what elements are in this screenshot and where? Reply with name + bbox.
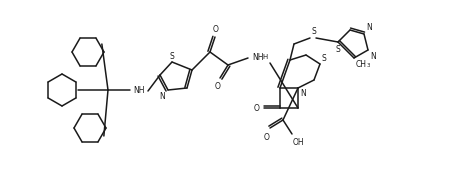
Text: O: O [215, 82, 221, 91]
Text: CH: CH [356, 60, 367, 69]
Text: O: O [213, 25, 219, 34]
Text: N: N [159, 92, 165, 101]
Text: N: N [300, 89, 306, 98]
Text: N: N [370, 52, 376, 61]
Text: N: N [366, 23, 372, 32]
Text: O: O [253, 103, 259, 112]
Text: O: O [264, 133, 270, 142]
Text: S: S [336, 45, 340, 54]
Text: S: S [312, 27, 317, 36]
Text: H: H [263, 54, 268, 60]
Text: 3: 3 [367, 63, 370, 68]
Text: S: S [170, 52, 174, 61]
Text: NH: NH [252, 52, 263, 62]
Text: S: S [322, 54, 327, 63]
Text: NH: NH [133, 86, 144, 95]
Text: OH: OH [293, 138, 305, 147]
